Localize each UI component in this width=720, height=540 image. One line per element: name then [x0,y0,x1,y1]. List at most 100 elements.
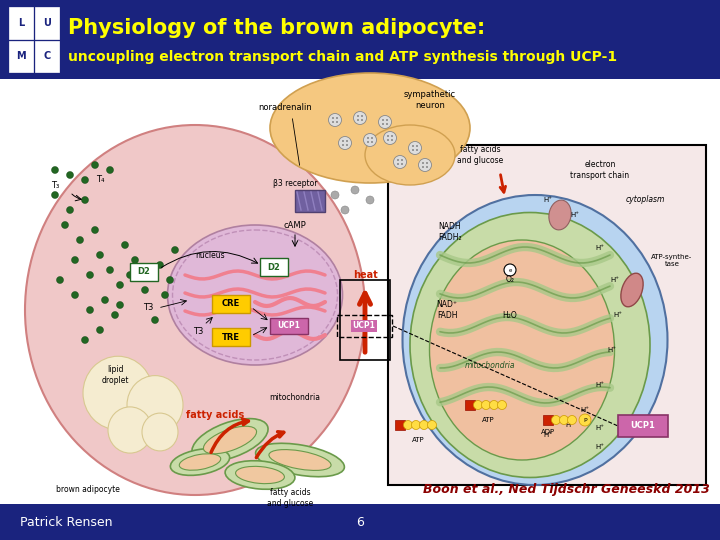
Text: NAD⁺
FADH: NAD⁺ FADH [436,300,457,320]
Text: H⁺: H⁺ [595,425,605,431]
Text: T3: T3 [193,327,203,336]
Bar [212,328,250,346]
Ellipse shape [117,301,124,308]
Ellipse shape [336,121,338,123]
Bar [130,263,158,281]
Text: heat: heat [353,270,377,280]
Ellipse shape [56,276,63,284]
Ellipse shape [416,149,418,151]
Ellipse shape [397,159,399,161]
Text: CRE: CRE [222,300,240,308]
Ellipse shape [338,137,351,150]
Bar [0,0,720,79]
Ellipse shape [371,141,373,143]
Text: e: e [508,267,512,273]
Ellipse shape [426,162,428,164]
Text: noradrenalin: noradrenalin [258,104,312,112]
Ellipse shape [416,145,418,147]
Ellipse shape [430,240,614,460]
Ellipse shape [117,281,124,288]
Ellipse shape [504,264,516,276]
Ellipse shape [422,166,424,168]
Bar [618,415,668,437]
Text: β3 receptor: β3 receptor [273,179,318,187]
Bar [388,145,706,485]
Ellipse shape [122,241,128,248]
Ellipse shape [332,121,334,123]
Text: H₂O: H₂O [503,310,518,320]
Ellipse shape [354,111,366,125]
Text: H⁺: H⁺ [544,432,552,438]
Ellipse shape [391,139,393,141]
Text: H⁺: H⁺ [595,444,605,450]
Text: H⁺: H⁺ [595,382,605,388]
Bar [395,420,405,430]
Ellipse shape [61,221,68,228]
Ellipse shape [357,119,359,121]
Ellipse shape [81,336,89,343]
Text: H⁺: H⁺ [608,347,616,353]
Ellipse shape [83,356,153,430]
Text: UCP1: UCP1 [631,422,655,430]
Ellipse shape [102,296,109,303]
Text: T₄: T₄ [96,176,104,185]
Bar [340,280,390,360]
Bar [9,40,33,72]
Ellipse shape [96,327,104,334]
Ellipse shape [418,159,431,172]
Text: D2: D2 [268,262,280,272]
Text: ATP-synthe-
tase: ATP-synthe- tase [652,253,693,267]
Text: cAMP: cAMP [284,220,307,230]
Ellipse shape [107,267,114,273]
Ellipse shape [332,117,334,119]
Text: TRE: TRE [222,333,240,341]
Ellipse shape [161,292,168,299]
Text: H⁺: H⁺ [565,422,575,428]
Ellipse shape [166,276,174,284]
Bar [0,504,720,540]
Text: fatty acids: fatty acids [186,410,244,420]
Ellipse shape [71,256,78,264]
Ellipse shape [168,225,343,365]
Ellipse shape [428,421,436,429]
Ellipse shape [336,117,338,119]
Text: brown adipocyte: brown adipocyte [56,485,120,495]
Ellipse shape [132,256,138,264]
Ellipse shape [371,137,373,139]
Text: uncoupling electron transport chain and ATP synthesis through UCP-1: uncoupling electron transport chain and … [68,50,617,64]
Ellipse shape [66,172,73,179]
Ellipse shape [361,119,363,121]
Ellipse shape [382,123,384,125]
Text: ATP: ATP [412,437,424,443]
Ellipse shape [142,413,178,451]
Text: mitochondria: mitochondria [464,361,516,369]
Ellipse shape [256,443,344,477]
Ellipse shape [426,166,428,168]
Ellipse shape [386,123,388,125]
Text: 6: 6 [356,516,364,529]
Text: H⁺: H⁺ [611,277,619,283]
Ellipse shape [108,407,152,453]
Ellipse shape [366,196,374,204]
Text: D2: D2 [138,267,150,276]
Ellipse shape [127,272,133,279]
Text: ATP: ATP [482,417,495,423]
Ellipse shape [391,135,393,137]
Ellipse shape [412,421,420,429]
Ellipse shape [342,144,344,146]
Ellipse shape [127,376,183,434]
Ellipse shape [192,418,268,461]
Ellipse shape [151,316,158,323]
Ellipse shape [549,200,571,230]
Ellipse shape [408,141,421,154]
Bar [260,258,288,276]
Text: mitochondria: mitochondria [269,394,320,402]
Ellipse shape [96,252,104,259]
Ellipse shape [490,401,498,409]
Ellipse shape [482,401,490,409]
Bar [543,415,553,425]
Ellipse shape [621,273,643,307]
Text: sympathetic
neuron: sympathetic neuron [404,90,456,110]
Text: M: M [16,51,26,61]
Ellipse shape [142,287,148,294]
